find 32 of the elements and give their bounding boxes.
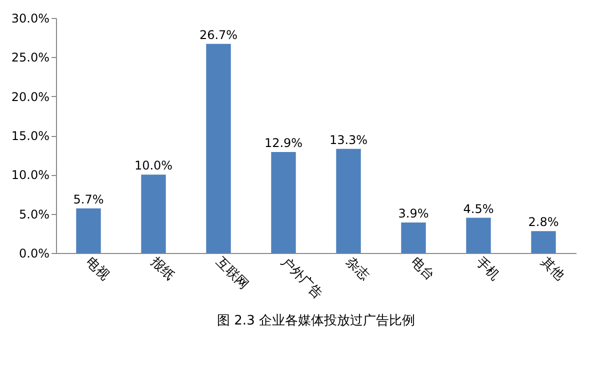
x-tick-label: 报纸 [147,254,177,284]
data-label: 26.7% [199,28,238,42]
y-tick-label: 25.0% [11,50,50,65]
x-tick-label: 电视 [82,254,112,284]
bar [141,174,166,253]
x-tick-label: 手机 [472,254,502,284]
y-tick-label: 5.0% [19,207,50,222]
y-tick-label: 10.0% [11,168,50,182]
data-label: 2.8% [528,215,559,230]
bar [466,218,491,253]
data-label: 13.3% [329,132,368,147]
bar [271,152,296,253]
bar [531,231,556,253]
bar [76,208,101,253]
x-tick-label: 电台 [408,254,437,284]
y-tick-label: 20.0% [11,90,50,104]
x-tick-label: 互联网 [212,254,252,293]
data-label: 4.5% [463,202,494,216]
x-tick-label: 户外广告 [278,254,326,302]
data-label: 5.7% [73,192,104,206]
y-tick-label: 15.0% [11,129,50,143]
data-label: 10.0% [134,158,173,173]
bar [336,148,361,253]
x-tick-label: 杂志 [342,254,372,284]
x-tick-label: 其他 [538,254,567,284]
data-label: 12.9% [264,136,303,150]
bar [401,222,426,253]
data-label: 3.9% [398,206,429,220]
text: 图 2.3 企业各媒体投放过广告比例 [217,314,415,329]
y-tick-label: 0.0% [19,246,50,260]
y-tick-label: 30.0% [11,12,50,26]
bar [206,44,231,253]
